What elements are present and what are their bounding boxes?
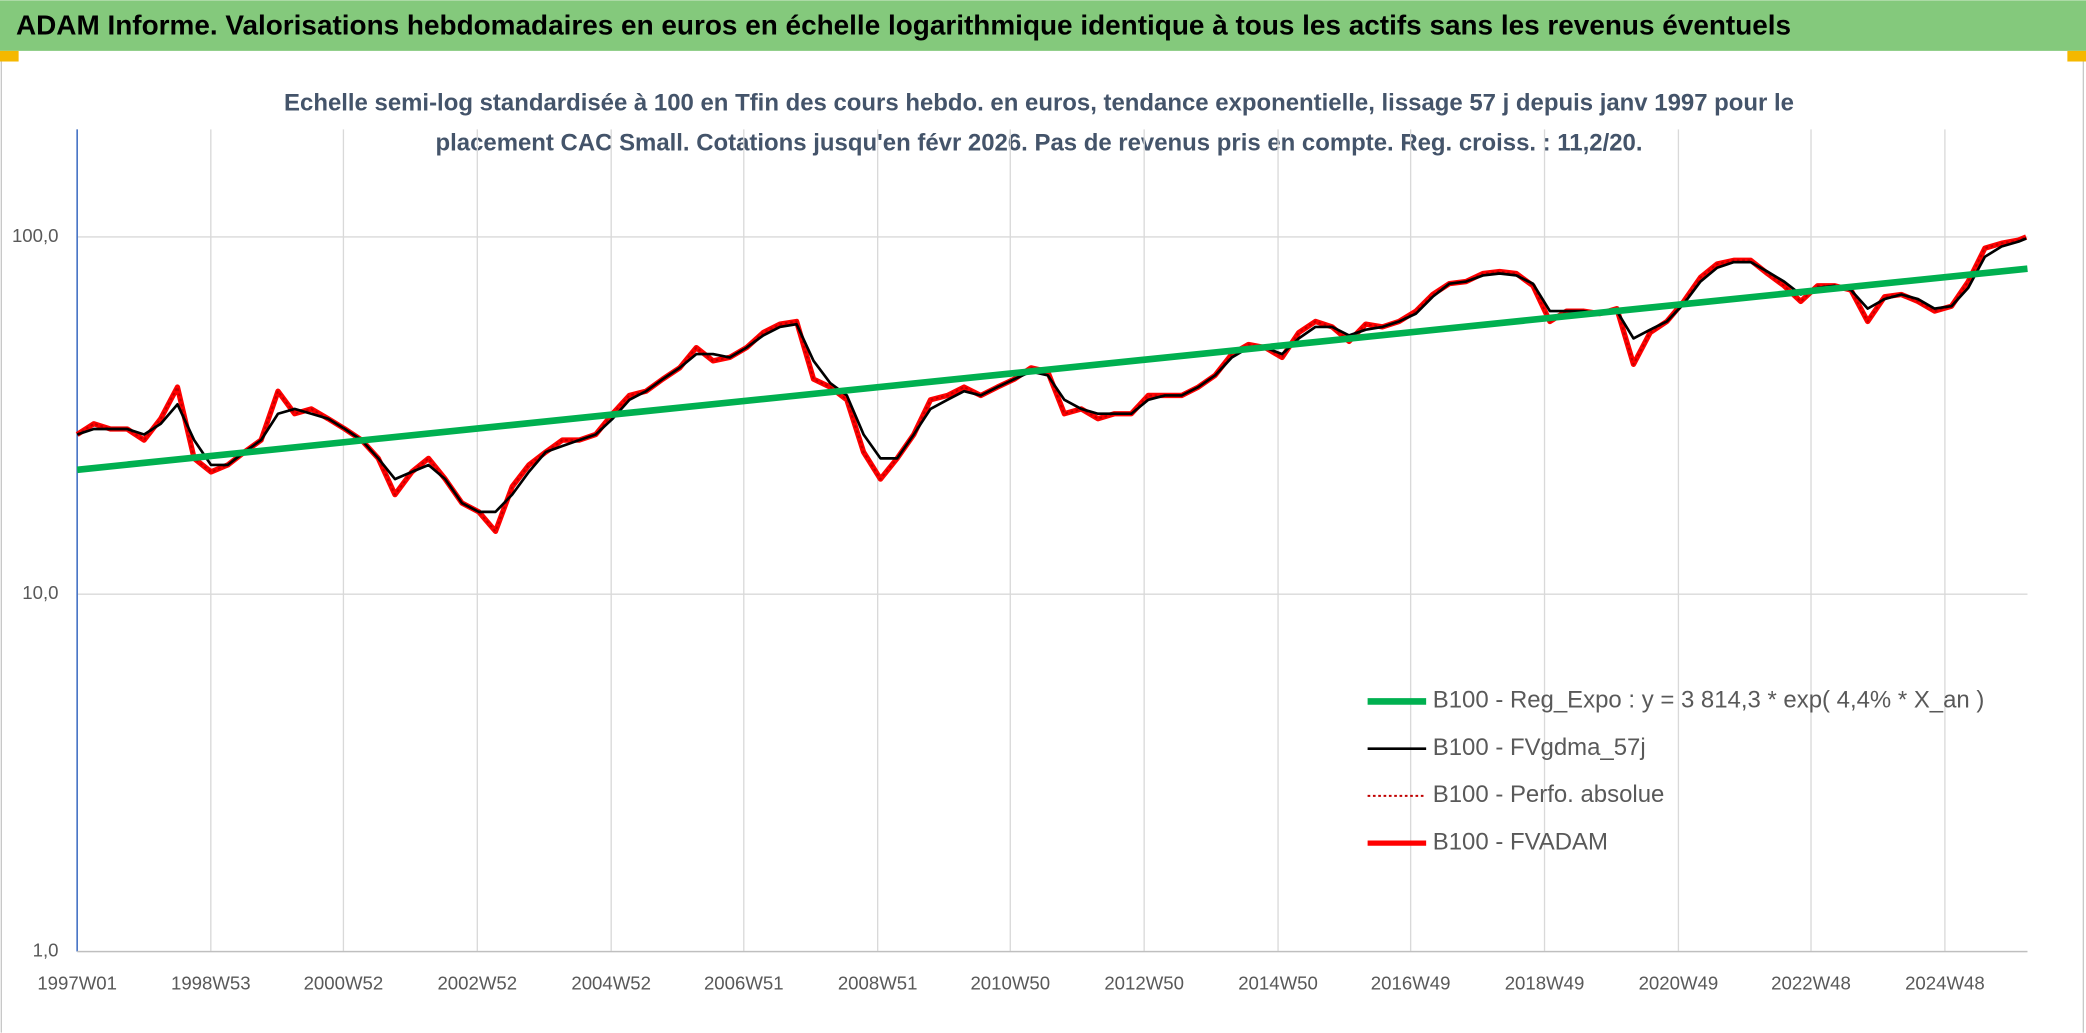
x-tick-label: 1998W53 — [171, 973, 251, 994]
x-tick-label: 2014W50 — [1238, 973, 1318, 994]
y-tick-label: 10,0 — [22, 582, 58, 603]
legend-label: B100 - Reg_Expo : y = 3 814,3 * exp( 4,4… — [1433, 687, 1985, 714]
legend-label: B100 - FVgdma_57j — [1433, 734, 1646, 761]
x-tick-label: 2004W52 — [571, 973, 651, 994]
x-tick-label: 2002W52 — [437, 973, 517, 994]
x-tick-label: 2016W49 — [1371, 973, 1451, 994]
x-tick-label: 2020W49 — [1639, 973, 1719, 994]
x-tick-label: 1997W01 — [37, 973, 117, 994]
x-tick-label: 2008W51 — [838, 973, 918, 994]
series-line — [76, 236, 2027, 533]
x-tick-label: 2012W50 — [1104, 973, 1184, 994]
legend-label: B100 - Perfo. absolue — [1433, 781, 1665, 808]
corner-mark — [2067, 50, 2086, 62]
chart-subtitle: Echelle semi-log standardisée à 100 en T… — [284, 89, 1794, 116]
y-tick-label: 1,0 — [33, 939, 59, 960]
header-bar — [0, 0, 2086, 51]
chart-subtitle: placement CAC Small. Cotations jusqu'en … — [436, 129, 1643, 156]
x-tick-label: 2022W48 — [1771, 973, 1851, 994]
legend-label: B100 - FVADAM — [1433, 828, 1608, 855]
x-tick-label: 2006W51 — [704, 973, 784, 994]
corner-mark — [0, 50, 19, 62]
series-line — [76, 237, 2027, 514]
chart-title: ADAM Informe. Valorisations hebdomadaire… — [16, 9, 1791, 40]
y-tick-label: 100,0 — [12, 225, 59, 246]
x-tick-label: 2024W48 — [1905, 973, 1985, 994]
series-line — [76, 265, 2028, 474]
x-tick-label: 2018W49 — [1505, 973, 1585, 994]
x-tick-label: 2010W50 — [970, 973, 1050, 994]
x-tick-label: 2000W52 — [304, 973, 384, 994]
